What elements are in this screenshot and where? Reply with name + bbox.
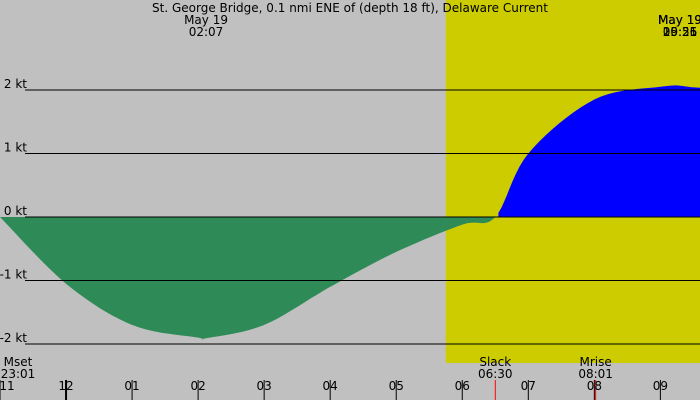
x-tick-label: 02 [190,379,205,393]
event-time: 23:01 [1,367,36,381]
y-tick-label: 2 kt [4,77,27,91]
x-tick-label: 01 [124,379,139,393]
flood-area [498,85,700,217]
event-name: Mrise [580,355,612,369]
x-tick-label: 05 [389,379,404,393]
top-date-label: May 19 [658,13,700,27]
x-tick-label: 04 [323,379,338,393]
event-time: 08:01 [578,367,613,381]
y-tick-label: 1 kt [4,141,27,155]
event-name: Mset [4,355,33,369]
y-tick-label: -2 kt [0,331,27,345]
top-time-label: 20:56 [663,25,698,39]
event-name: Slack [479,355,511,369]
top-time-label: 15:21 [663,25,698,39]
y-tick-label: -1 kt [0,268,27,282]
x-tick-label: 11 [0,379,15,393]
event-time: 06:30 [478,367,513,381]
chart-title: St. George Bridge, 0.1 nmi ENE of (depth… [152,1,548,15]
x-tick-label: 08 [587,379,602,393]
x-tick-label: 07 [521,379,536,393]
y-tick-label: 0 kt [4,204,27,218]
top-date-label: May 19 [658,13,700,27]
top-date-label: May 19 [184,13,228,27]
top-time-label: 02:07 [189,25,224,39]
x-tick-label: 03 [257,379,272,393]
grid-lines: 2 kt 1 kt 0 kt -1 kt -2 kt [0,77,700,345]
ebb-area [0,217,499,340]
x-tick-label: 06 [455,379,470,393]
top-date-label: May 19 [658,13,700,27]
x-tick-label: 09 [653,379,668,393]
current-area [0,85,700,340]
x-tick-label: 12 [58,379,73,393]
x-axis-ticks: 11 12 01 02 03 04 05 06 07 08 09 [0,379,668,400]
bottom-events: Mset23:01Slack06:30Mrise08:01Slack13:22S… [1,355,613,400]
top-time-label: 09:25 [663,25,698,39]
